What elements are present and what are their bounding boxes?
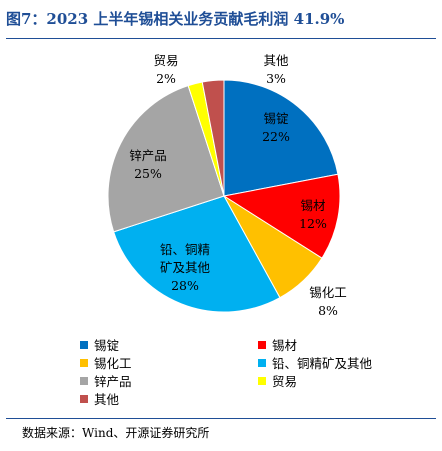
slice-name: 锡材 <box>300 198 326 213</box>
pie-slice <box>223 79 339 197</box>
slice-label: 其他 3% <box>256 52 296 88</box>
slice-value: 3% <box>266 71 286 86</box>
pie-slice <box>201 79 225 197</box>
legend-item: 其他 <box>80 389 119 408</box>
slice-value: 2% <box>156 71 176 86</box>
pie-slice <box>107 85 225 233</box>
legend-swatch <box>80 358 88 367</box>
legend-swatch <box>258 358 266 367</box>
pie-slice <box>113 195 281 313</box>
legend-swatch <box>258 340 266 349</box>
slice-name: 其他 <box>263 53 289 68</box>
slice-value: 28% <box>171 278 199 293</box>
legend-item: 锡锭 <box>80 335 119 354</box>
legend-label: 锡材 <box>272 338 298 353</box>
legend-item: 锡材 <box>258 335 297 354</box>
slice-label: 贸易 2% <box>146 52 186 88</box>
legend-swatch <box>80 340 88 349</box>
slice-label: 铅、铜精矿及其他 28% <box>157 241 213 295</box>
slice-label: 锡锭 22% <box>256 110 296 146</box>
slice-name: 锌产品 <box>129 148 167 163</box>
legend-swatch <box>258 376 266 385</box>
slice-value: 8% <box>318 303 338 318</box>
slice-label: 锌产品 25% <box>123 147 173 183</box>
slice-name: 锡化工 <box>309 285 347 300</box>
chart-title: 图7：2023 上半年锡相关业务贡献毛利润 41.9% <box>6 10 345 28</box>
legend-label: 贸易 <box>272 374 298 389</box>
legend-label: 锡化工 <box>94 356 132 371</box>
pie-slice <box>222 173 341 259</box>
slice-name: 贸易 <box>153 53 179 68</box>
legend-item: 铅、铜精矿及其他 <box>258 353 372 372</box>
slice-label: 锡材 12% <box>293 197 333 233</box>
legend-swatch <box>80 376 88 385</box>
slice-value: 12% <box>299 216 327 231</box>
source-rule <box>6 418 436 419</box>
title-rule <box>6 38 436 39</box>
legend-label: 锌产品 <box>94 374 132 389</box>
legend-label: 锡锭 <box>94 338 120 353</box>
slice-name: 铅、铜精矿及其他 <box>159 242 210 275</box>
legend-label: 铅、铜精矿及其他 <box>272 356 373 371</box>
legend-item: 贸易 <box>258 371 297 390</box>
slice-value: 25% <box>134 166 162 181</box>
legend-item: 锡化工 <box>80 353 132 372</box>
legend-item: 锌产品 <box>80 371 132 390</box>
source: 数据来源：Wind、开源证券研究所 <box>22 426 210 440</box>
legend-label: 其他 <box>94 392 120 407</box>
legend-swatch <box>80 394 88 403</box>
slice-name: 锡锭 <box>263 111 289 126</box>
slice-value: 22% <box>262 129 290 144</box>
slice-label: 锡化工 8% <box>303 284 353 320</box>
